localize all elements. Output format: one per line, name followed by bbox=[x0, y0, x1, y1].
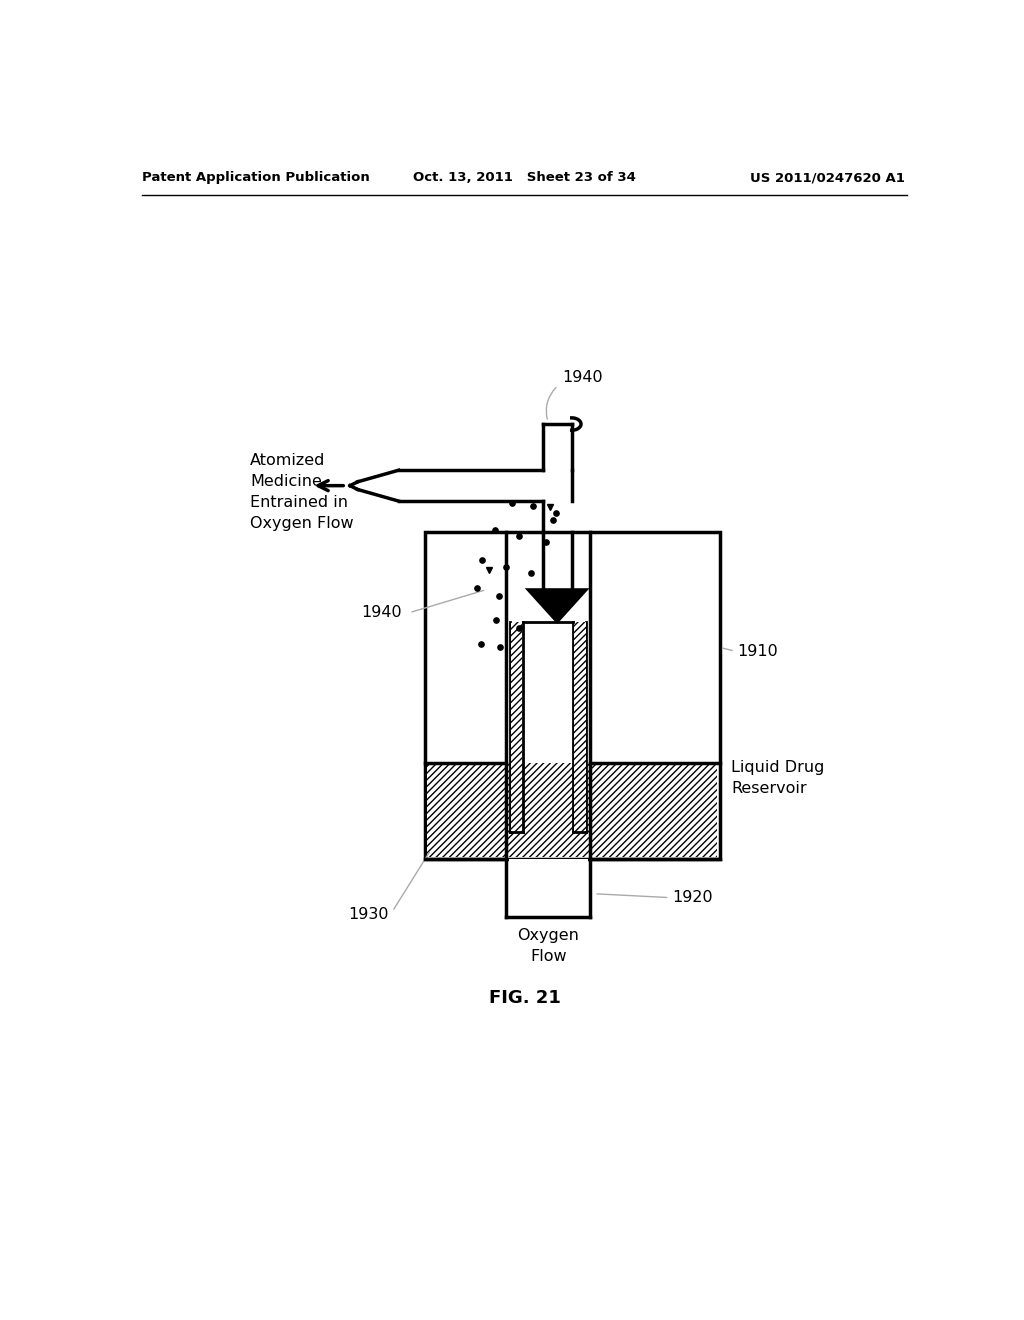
Text: 1940: 1940 bbox=[562, 371, 602, 385]
Bar bbox=[427, 763, 717, 857]
Text: Oxygen
Flow: Oxygen Flow bbox=[517, 928, 580, 964]
Polygon shape bbox=[528, 590, 587, 622]
Text: Liquid Drug
Reservoir: Liquid Drug Reservoir bbox=[731, 760, 824, 796]
Bar bbox=[511, 622, 522, 832]
Bar bbox=[427, 763, 717, 857]
Text: 1940: 1940 bbox=[361, 605, 402, 620]
Bar bbox=[425, 532, 720, 859]
Text: 1930: 1930 bbox=[348, 907, 389, 923]
Text: Oct. 13, 2011   Sheet 23 of 34: Oct. 13, 2011 Sheet 23 of 34 bbox=[414, 172, 636, 185]
Text: Atomized
Medicine
Entrained in
Oxygen Flow: Atomized Medicine Entrained in Oxygen Fl… bbox=[250, 453, 353, 531]
Bar bbox=[509, 859, 588, 915]
Bar bbox=[574, 622, 586, 832]
Text: FIG. 21: FIG. 21 bbox=[488, 989, 561, 1007]
Text: Patent Application Publication: Patent Application Publication bbox=[142, 172, 370, 185]
Text: 1910: 1910 bbox=[737, 644, 778, 659]
Text: US 2011/0247620 A1: US 2011/0247620 A1 bbox=[750, 172, 904, 185]
Text: 1920: 1920 bbox=[672, 890, 713, 906]
